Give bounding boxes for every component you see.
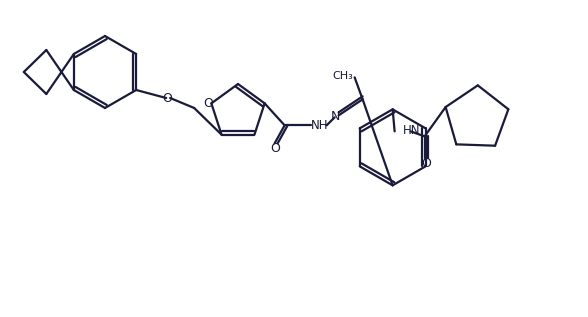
Text: CH₃: CH₃	[332, 71, 353, 81]
Text: N: N	[331, 110, 340, 123]
Text: O: O	[422, 157, 432, 170]
Text: O: O	[162, 92, 172, 105]
Text: HN: HN	[403, 124, 420, 137]
Text: O: O	[203, 97, 213, 110]
Text: NH: NH	[311, 119, 328, 132]
Text: O: O	[270, 142, 280, 155]
